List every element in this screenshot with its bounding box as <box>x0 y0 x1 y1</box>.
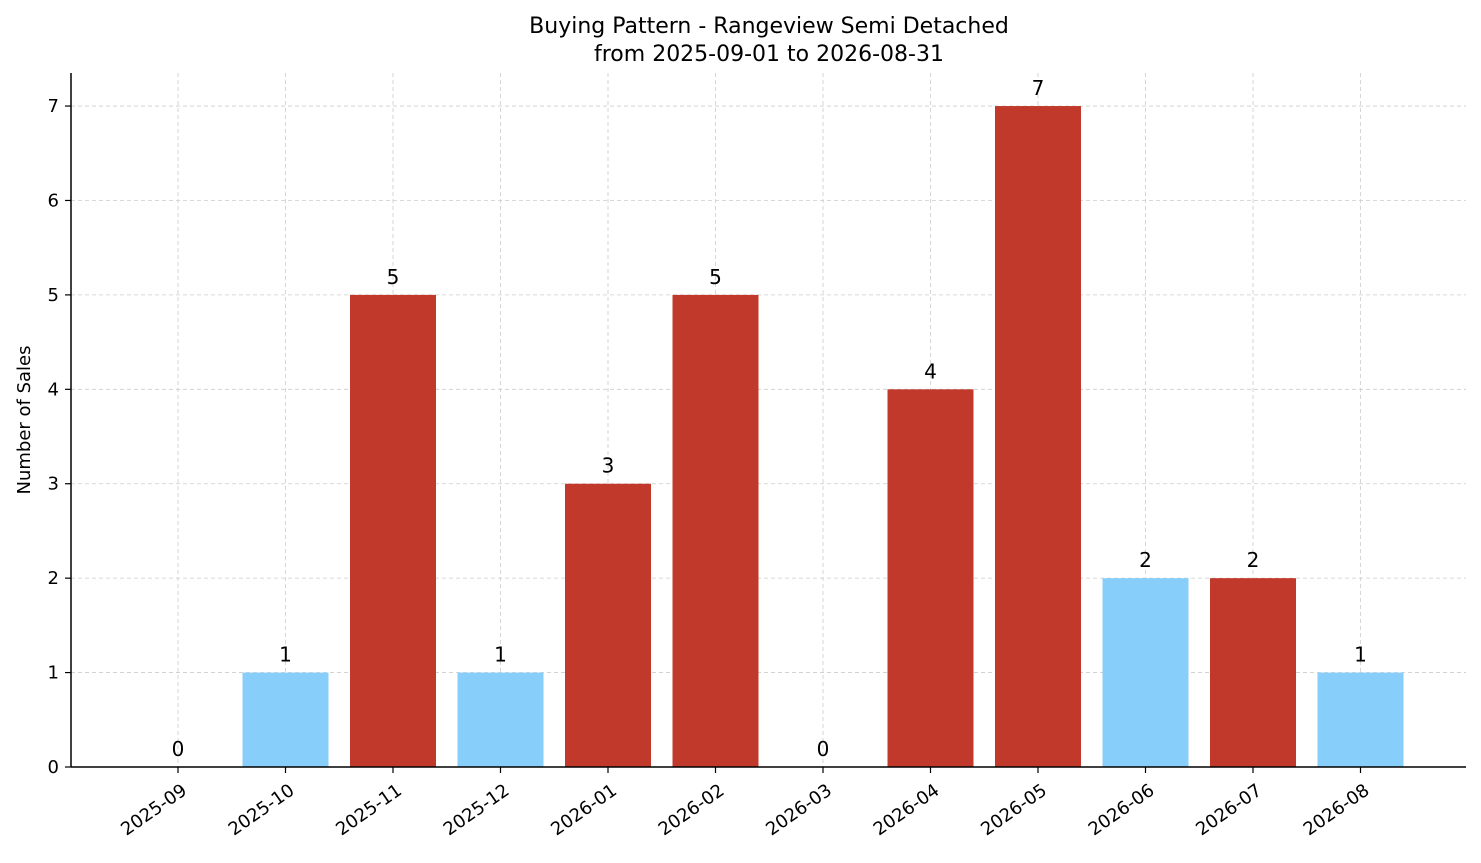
x-ticks: 2025-09 2025-10 2025-11 2025-12 2026-01 2026-… <box>117 767 1373 840</box>
bar-value-label: 1 <box>279 643 292 667</box>
bar-value-label: 4 <box>924 359 937 383</box>
x-tick-label: 2025-12 <box>440 780 514 840</box>
x-tick-label: 2026-06 <box>1085 780 1159 840</box>
axes <box>70 73 1466 768</box>
x-tick-label: 2026-01 <box>547 780 621 840</box>
x-tick-label: 2026-08 <box>1300 780 1374 840</box>
bar-value-label: 0 <box>172 737 185 761</box>
bar-value-label: 1 <box>1354 643 1367 667</box>
bar-value-label: 0 <box>817 737 830 761</box>
y-tick-label: 0 <box>48 757 59 778</box>
bar-labels: 0 1 5 1 3 5 0 4 7 2 2 1 <box>172 76 1367 761</box>
bar-2026-05 <box>995 106 1081 768</box>
bars <box>242 106 1404 768</box>
bar-2025-10 <box>242 672 329 767</box>
x-tick-label: 2026-05 <box>977 780 1051 840</box>
y-tick-label: 2 <box>48 568 59 589</box>
y-tick-label: 7 <box>48 96 59 117</box>
y-axis-label: Number of Sales <box>14 345 35 494</box>
x-tick-label: 2026-04 <box>870 780 944 840</box>
y-tick-label: 4 <box>48 379 59 400</box>
y-tick-label: 3 <box>48 474 59 495</box>
bar-value-label: 2 <box>1247 548 1260 572</box>
bar-2026-02 <box>672 294 759 767</box>
bar-value-label: 3 <box>602 454 615 478</box>
bar-2025-11 <box>350 294 436 767</box>
bar-2026-08 <box>1317 672 1404 767</box>
y-tick-label: 1 <box>48 663 59 684</box>
bar-value-label: 2 <box>1139 548 1152 572</box>
x-tick-label: 2025-11 <box>332 780 406 840</box>
bar-2026-07 <box>1210 578 1296 767</box>
chart-title: Buying Pattern - Rangeview Semi Detached <box>529 14 1009 39</box>
bar-value-label: 1 <box>494 643 507 667</box>
bar-value-label: 5 <box>709 265 722 289</box>
x-tick-label: 2026-07 <box>1192 780 1266 840</box>
y-tick-label: 6 <box>48 190 59 211</box>
y-tick-label: 5 <box>48 285 59 306</box>
bar-value-label: 5 <box>387 265 400 289</box>
bar-value-label: 7 <box>1032 76 1045 100</box>
x-tick-label: 2025-09 <box>117 780 191 840</box>
bar-2025-12 <box>457 672 544 767</box>
chart-subtitle: from 2025-09-01 to 2026-08-31 <box>594 42 944 67</box>
x-tick-label: 2026-03 <box>762 780 836 840</box>
y-ticks: 0 1 2 3 4 5 6 7 <box>48 96 71 778</box>
bar-2026-04 <box>887 389 974 767</box>
x-tick-label: 2026-02 <box>655 780 729 840</box>
bar-2026-01 <box>565 483 651 767</box>
bar-2026-06 <box>1102 578 1189 767</box>
x-tick-label: 2025-10 <box>225 780 299 840</box>
